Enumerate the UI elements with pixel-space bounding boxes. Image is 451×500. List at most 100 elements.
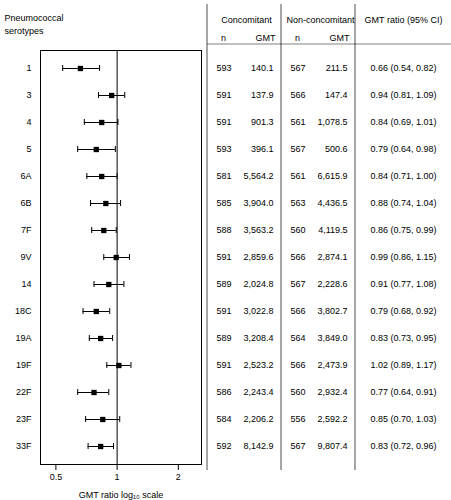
svg-text:2,874.1: 2,874.1 xyxy=(317,252,347,262)
svg-text:2,243.4: 2,243.4 xyxy=(243,387,273,397)
svg-text:566: 566 xyxy=(290,90,305,100)
svg-text:9V: 9V xyxy=(20,252,31,262)
svg-text:Pneumococcal: Pneumococcal xyxy=(5,13,64,23)
svg-text:586: 586 xyxy=(216,387,231,397)
svg-text:3,208.4: 3,208.4 xyxy=(243,333,273,343)
svg-text:1.02 (0.89, 1.17): 1.02 (0.89, 1.17) xyxy=(370,360,436,370)
svg-text:GMT ratio (95% CI): GMT ratio (95% CI) xyxy=(365,15,443,25)
svg-text:593: 593 xyxy=(216,63,231,73)
svg-text:18C: 18C xyxy=(15,306,32,316)
svg-text:0.79 (0.68, 0.92): 0.79 (0.68, 0.92) xyxy=(370,306,436,316)
svg-text:8,142.9: 8,142.9 xyxy=(243,441,273,451)
svg-text:584: 584 xyxy=(216,414,231,424)
svg-text:n: n xyxy=(221,33,226,43)
svg-text:19F: 19F xyxy=(16,360,32,370)
svg-text:9,807.4: 9,807.4 xyxy=(317,441,347,451)
svg-text:3,849.0: 3,849.0 xyxy=(317,333,347,343)
svg-text:137.9: 137.9 xyxy=(251,90,274,100)
svg-text:2,859.6: 2,859.6 xyxy=(243,252,273,262)
svg-text:33F: 33F xyxy=(16,441,32,451)
svg-text:563: 563 xyxy=(290,198,305,208)
svg-text:6,615.9: 6,615.9 xyxy=(317,171,347,181)
svg-text:560: 560 xyxy=(290,387,305,397)
svg-text:0.66 (0.54, 0.82): 0.66 (0.54, 0.82) xyxy=(370,63,436,73)
svg-text:500.6: 500.6 xyxy=(325,144,348,154)
svg-text:589: 589 xyxy=(216,333,231,343)
svg-text:560: 560 xyxy=(290,225,305,235)
svg-text:1,078.5: 1,078.5 xyxy=(317,117,347,127)
svg-text:0.99 (0.86, 1.15): 0.99 (0.86, 1.15) xyxy=(370,252,436,262)
svg-text:3,904.0: 3,904.0 xyxy=(243,198,273,208)
svg-text:6B: 6B xyxy=(20,198,31,208)
svg-text:14: 14 xyxy=(21,279,31,289)
svg-text:0.86 (0.75, 0.99): 0.86 (0.75, 0.99) xyxy=(370,225,436,235)
svg-text:0.91 (0.77, 1.08): 0.91 (0.77, 1.08) xyxy=(370,279,436,289)
svg-text:22F: 22F xyxy=(16,387,32,397)
svg-text:591: 591 xyxy=(216,117,231,127)
svg-text:0.84 (0.69, 1.01): 0.84 (0.69, 1.01) xyxy=(370,117,436,127)
svg-text:5,564.2: 5,564.2 xyxy=(243,171,273,181)
svg-text:140.1: 140.1 xyxy=(251,63,274,73)
svg-text:3,563.2: 3,563.2 xyxy=(243,225,273,235)
svg-text:Concomitant: Concomitant xyxy=(221,15,272,25)
svg-text:564: 564 xyxy=(290,333,305,343)
svg-text:2,592.2: 2,592.2 xyxy=(317,414,347,424)
svg-text:GMT: GMT xyxy=(330,33,350,43)
svg-text:588: 588 xyxy=(216,225,231,235)
svg-text:2,206.2: 2,206.2 xyxy=(243,414,273,424)
svg-text:901.3: 901.3 xyxy=(251,117,274,127)
svg-text:GMT ratio log₁₀ scale: GMT ratio log₁₀ scale xyxy=(79,490,164,500)
svg-text:5: 5 xyxy=(26,144,31,154)
svg-text:4,436.5: 4,436.5 xyxy=(317,198,347,208)
svg-text:Non-concomitant: Non-concomitant xyxy=(286,15,355,25)
svg-text:591: 591 xyxy=(216,252,231,262)
svg-text:0.84 (0.71, 1.00): 0.84 (0.71, 1.00) xyxy=(370,171,436,181)
svg-text:561: 561 xyxy=(290,117,305,127)
svg-text:566: 566 xyxy=(290,252,305,262)
svg-text:3: 3 xyxy=(26,90,31,100)
svg-text:591: 591 xyxy=(216,360,231,370)
svg-text:GMT: GMT xyxy=(256,33,276,43)
svg-text:567: 567 xyxy=(290,441,305,451)
svg-text:561: 561 xyxy=(290,171,305,181)
svg-text:567: 567 xyxy=(290,63,305,73)
svg-text:147.4: 147.4 xyxy=(325,90,348,100)
svg-text:566: 566 xyxy=(290,306,305,316)
svg-text:7F: 7F xyxy=(21,225,32,235)
svg-text:211.5: 211.5 xyxy=(326,63,348,73)
svg-text:6A: 6A xyxy=(20,171,31,181)
svg-text:2,473.9: 2,473.9 xyxy=(317,360,347,370)
svg-text:556: 556 xyxy=(290,414,305,424)
svg-text:3,802.7: 3,802.7 xyxy=(317,306,347,316)
svg-text:2,932.4: 2,932.4 xyxy=(317,387,347,397)
svg-text:23F: 23F xyxy=(16,414,32,424)
svg-text:2,228.6: 2,228.6 xyxy=(317,279,347,289)
svg-text:0.79 (0.64, 0.98): 0.79 (0.64, 0.98) xyxy=(370,144,436,154)
svg-text:0.88 (0.74, 1.04): 0.88 (0.74, 1.04) xyxy=(370,198,436,208)
svg-text:593: 593 xyxy=(216,144,231,154)
svg-text:396.1: 396.1 xyxy=(251,144,274,154)
svg-text:0.5: 0.5 xyxy=(50,472,63,482)
svg-text:0.83 (0.73, 0.95): 0.83 (0.73, 0.95) xyxy=(370,333,436,343)
svg-text:1: 1 xyxy=(115,472,120,482)
svg-text:581: 581 xyxy=(216,171,231,181)
svg-text:19A: 19A xyxy=(15,333,31,343)
svg-text:592: 592 xyxy=(216,441,231,451)
svg-text:0.83 (0.72, 0.96): 0.83 (0.72, 0.96) xyxy=(370,441,436,451)
svg-text:0.77 (0.64, 0.91): 0.77 (0.64, 0.91) xyxy=(370,387,436,397)
svg-text:591: 591 xyxy=(216,90,231,100)
svg-text:serotypes: serotypes xyxy=(5,26,45,36)
svg-text:2,024.8: 2,024.8 xyxy=(243,279,273,289)
svg-text:589: 589 xyxy=(216,279,231,289)
svg-text:1: 1 xyxy=(26,63,31,73)
svg-text:4,119.5: 4,119.5 xyxy=(318,225,347,235)
svg-text:591: 591 xyxy=(216,306,231,316)
svg-text:566: 566 xyxy=(290,360,305,370)
svg-text:585: 585 xyxy=(216,198,231,208)
svg-text:n: n xyxy=(295,33,300,43)
svg-text:567: 567 xyxy=(290,279,305,289)
svg-text:0.85 (0.70, 1.03): 0.85 (0.70, 1.03) xyxy=(370,414,436,424)
svg-text:2: 2 xyxy=(176,472,181,482)
svg-text:0.94 (0.81, 1.09): 0.94 (0.81, 1.09) xyxy=(370,90,436,100)
svg-text:3,022.8: 3,022.8 xyxy=(243,306,273,316)
